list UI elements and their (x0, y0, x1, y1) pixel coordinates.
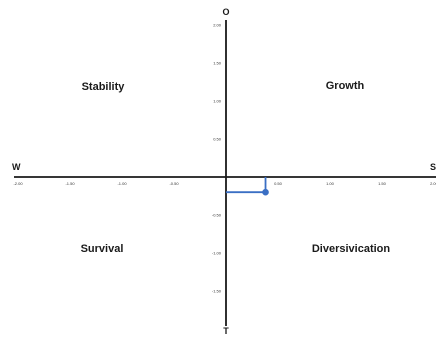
quadrant-label-growth: Growth (326, 80, 365, 92)
y-tick-label: -0.50 (212, 213, 222, 218)
y-tick-labels: 2.00 1.50 1.00 0.50 -0.50 -1.00 -1.50 (212, 23, 222, 294)
x-tick-label: 2.00 (430, 181, 436, 186)
y-tick-label: -1.50 (212, 289, 222, 294)
x-tick-label: 1.00 (326, 181, 335, 186)
x-tick-label: -1.50 (65, 181, 75, 186)
x-tick-label: 1.50 (378, 181, 387, 186)
y-tick-label: 0.50 (213, 137, 222, 142)
x-tick-label: -1.00 (117, 181, 127, 186)
quadrant-label-survival: Survival (81, 243, 124, 255)
y-tick-label: 2.00 (213, 23, 222, 28)
quadrant-label-stability: Stability (82, 81, 126, 93)
y-tick-label: 1.50 (213, 61, 222, 66)
quadrant-label-diversivication: Diversivication (312, 243, 391, 255)
axis-bottom-label: T (223, 326, 229, 334)
axis-top-label: O (222, 7, 229, 17)
data-point (262, 188, 269, 196)
x-tick-label: -2.00 (13, 181, 23, 186)
data-marks (226, 177, 269, 196)
x-tick-labels: -2.00 -1.50 -1.00 -0.50 0.50 1.00 1.50 2.00 (13, 181, 436, 186)
x-tick-label: 0.50 (274, 181, 283, 186)
axis-left-label: W (12, 162, 21, 172)
y-tick-label: 1.00 (213, 99, 222, 104)
y-tick-label: -1.00 (212, 251, 222, 256)
axis-right-label: S (430, 162, 436, 172)
x-tick-label: -0.50 (169, 181, 179, 186)
